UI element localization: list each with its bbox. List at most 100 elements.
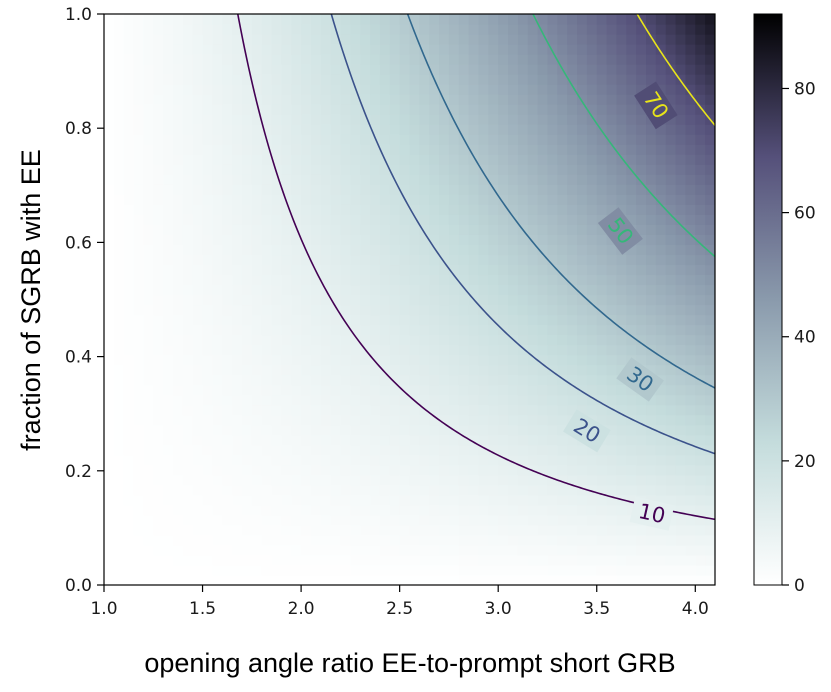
heat-cell xyxy=(212,534,223,546)
heat-cell xyxy=(232,354,243,366)
heat-cell xyxy=(547,374,558,386)
heat-cell xyxy=(172,524,184,536)
heat-cell xyxy=(360,74,371,85)
heat-cell xyxy=(291,54,302,65)
heat-cell xyxy=(705,224,715,235)
heat-cell xyxy=(330,204,342,215)
heat-cell xyxy=(310,104,322,115)
heat-cell xyxy=(163,114,174,125)
heat-cell xyxy=(537,274,549,286)
heat-cell xyxy=(212,274,223,286)
heat-cell xyxy=(606,364,618,376)
heat-cell xyxy=(567,454,578,466)
heat-cell xyxy=(163,254,174,266)
heat-cell xyxy=(458,14,470,25)
heat-cell xyxy=(370,464,381,476)
heat-cell xyxy=(517,544,529,556)
heat-cell xyxy=(508,44,519,55)
heat-cell xyxy=(675,244,687,256)
heat-cell xyxy=(202,504,214,516)
heat-cell xyxy=(685,504,696,516)
heat-cell xyxy=(143,464,154,476)
heat-cell xyxy=(537,394,549,406)
heat-cell xyxy=(478,524,489,536)
heat-cell xyxy=(448,144,460,155)
heat-cell xyxy=(330,234,342,246)
heat-cell xyxy=(301,444,312,456)
heat-cell xyxy=(616,344,627,356)
heat-cell xyxy=(626,524,637,536)
heat-cell xyxy=(498,64,509,75)
heat-cell xyxy=(143,414,154,426)
heat-cell xyxy=(498,554,509,566)
heat-cell xyxy=(251,444,263,456)
heat-cell xyxy=(478,144,489,155)
heat-cell xyxy=(488,324,499,336)
heat-cell xyxy=(241,244,253,256)
heat-cell xyxy=(626,214,637,225)
heat-cell xyxy=(123,184,135,195)
heat-cell xyxy=(547,344,558,356)
heat-cell xyxy=(370,94,381,105)
heat-cell xyxy=(281,344,292,356)
heat-cell xyxy=(606,194,618,205)
heat-cell xyxy=(281,224,292,235)
heat-cell xyxy=(636,244,647,256)
heat-cell xyxy=(104,324,115,336)
heat-cell xyxy=(439,484,450,496)
heat-cell xyxy=(685,144,696,155)
heat-cell xyxy=(409,154,420,165)
heat-cell xyxy=(478,104,489,115)
heat-cell xyxy=(606,154,618,165)
heat-cell xyxy=(596,504,608,516)
heat-cell xyxy=(301,144,312,155)
heat-cell xyxy=(113,174,125,185)
heat-cell xyxy=(172,334,184,346)
heat-cell xyxy=(320,294,332,306)
heat-cell xyxy=(192,144,204,155)
heat-cell xyxy=(478,504,489,516)
heat-cell xyxy=(222,414,233,426)
heat-cell xyxy=(399,324,411,336)
heat-cell xyxy=(508,424,519,436)
heat-cell xyxy=(389,524,401,536)
heat-cell xyxy=(399,134,411,145)
heat-cell xyxy=(172,24,184,35)
heat-cell xyxy=(113,304,125,316)
heat-cell xyxy=(301,94,312,105)
heat-cell xyxy=(488,14,499,25)
heat-cell xyxy=(557,144,568,155)
heat-cell xyxy=(606,504,618,516)
heat-cell xyxy=(172,34,184,45)
heat-cell xyxy=(222,464,233,476)
heat-cell xyxy=(468,334,480,346)
heat-cell xyxy=(675,474,687,486)
heat-cell xyxy=(241,464,253,476)
heat-cell xyxy=(182,104,194,115)
heat-cell xyxy=(498,224,509,235)
heat-cell xyxy=(636,294,647,306)
heat-cell xyxy=(508,514,519,526)
heat-cell xyxy=(291,554,302,566)
heat-cell xyxy=(301,294,312,306)
heat-cell xyxy=(104,224,115,235)
heat-cell xyxy=(281,464,292,476)
heat-cell xyxy=(448,134,460,145)
heat-cell xyxy=(291,474,302,486)
heat-cell xyxy=(360,174,371,185)
heat-cell xyxy=(537,44,549,55)
colorbar-tick-label: 80 xyxy=(794,79,816,99)
heat-cell xyxy=(705,394,715,406)
heat-cell xyxy=(172,404,184,416)
heat-cell xyxy=(439,574,450,585)
heat-cell xyxy=(153,284,164,296)
heat-cell xyxy=(537,434,549,446)
heat-cell xyxy=(596,54,608,65)
heat-cell xyxy=(616,454,627,466)
heat-cell xyxy=(360,184,371,195)
heat-cell xyxy=(685,434,696,446)
y-axis: 0.00.20.40.60.81.0 xyxy=(65,5,104,596)
heat-cell xyxy=(241,544,253,556)
heat-cell xyxy=(379,234,391,246)
